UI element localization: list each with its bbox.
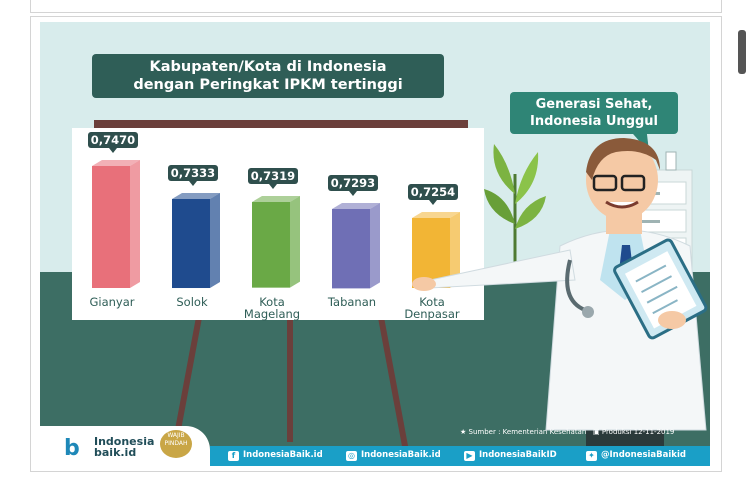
easel-top-bar (94, 120, 468, 128)
infographic: Kabupaten/Kota di Indonesia dengan Perin… (40, 22, 710, 466)
doctor-illustration (412, 138, 708, 466)
bar (252, 196, 300, 288)
instagram-handle: IndonesiaBaik.id (361, 450, 441, 460)
youtube-icon: ▶ (464, 451, 475, 461)
social-footer-bar (210, 446, 710, 466)
instagram-icon: ◎ (346, 451, 357, 461)
bar (172, 192, 220, 288)
award-seal: WAJIB PINDAH (160, 430, 192, 458)
data-label: 0,7254 (408, 184, 458, 205)
data-label: 0,7333 (168, 164, 218, 186)
category-label: Kota Denpasar (392, 296, 472, 320)
plant-illustration (484, 144, 546, 274)
bar (332, 202, 380, 288)
category-label: Tabanan (312, 296, 392, 308)
category-label-line: Magelang (243, 307, 301, 321)
chart-title-line-1: Kabupaten/Kota di Indonesia (149, 59, 387, 75)
youtube-handle: IndonesiaBaikID (479, 450, 557, 460)
calendar-icon: ▣ (592, 428, 600, 436)
category-label-line: Solok (176, 295, 208, 309)
page-top-frame (30, 0, 722, 13)
category-label-line: Denpasar (404, 307, 460, 321)
twitter-link[interactable]: ✦ @IndonesiaBaikid (586, 450, 686, 461)
category-label: Solok (152, 296, 232, 308)
logo-line-2: baik.id (94, 446, 137, 459)
scrollbar-thumb[interactable] (738, 30, 746, 74)
data-label: 0,7319 (248, 168, 298, 190)
logo-line-1: Indonesia (94, 435, 155, 448)
category-label: Kota Magelang (232, 296, 312, 320)
bubble-line-1: Generasi Sehat, (535, 97, 653, 112)
bar (412, 212, 460, 288)
category-label-line: Kota (419, 295, 445, 309)
facebook-handle: IndonesiaBaik.id (243, 450, 323, 460)
category-label-line: Tabanan (327, 295, 377, 309)
data-label: 0,7293 (328, 174, 378, 196)
category-label: Gianyar (72, 296, 152, 308)
indonesiabaik-logo-icon[interactable]: b (64, 436, 80, 461)
bubble-line-2: Indonesia Unggul (529, 114, 659, 129)
facebook-icon: f (228, 451, 239, 461)
speech-bubble: Generasi Sehat, Indonesia Unggul (510, 92, 678, 134)
data-label: 0,7470 (88, 132, 138, 153)
category-label-line: Kota (259, 295, 285, 309)
instagram-link[interactable]: ◎ IndonesiaBaik.id (346, 450, 441, 461)
brand-logo-text[interactable]: Indonesia baik.id (94, 436, 154, 458)
source-credit: ★ Sumber : Kementerian Kesehatan ▣ Produ… (460, 428, 674, 436)
production-date: Produksi 12-11-2019 (601, 428, 675, 436)
chart-title-box: Kabupaten/Kota di Indonesia dengan Perin… (92, 54, 444, 98)
source-text: Sumber : Kementerian Kesehatan (468, 428, 587, 436)
youtube-link[interactable]: ▶ IndonesiaBaikID (464, 450, 557, 461)
seal-text: WAJIB PINDAH (164, 432, 188, 447)
twitter-handle: @IndonesiaBaikid (601, 450, 686, 460)
category-label-line: Gianyar (89, 295, 135, 309)
bar (92, 160, 140, 288)
facebook-link[interactable]: f IndonesiaBaik.id (228, 450, 323, 461)
source-icon: ★ (460, 428, 467, 436)
chart-title-line-2: dengan Peringkat IPKM tertinggi (133, 77, 403, 93)
twitter-icon: ✦ (586, 451, 597, 461)
